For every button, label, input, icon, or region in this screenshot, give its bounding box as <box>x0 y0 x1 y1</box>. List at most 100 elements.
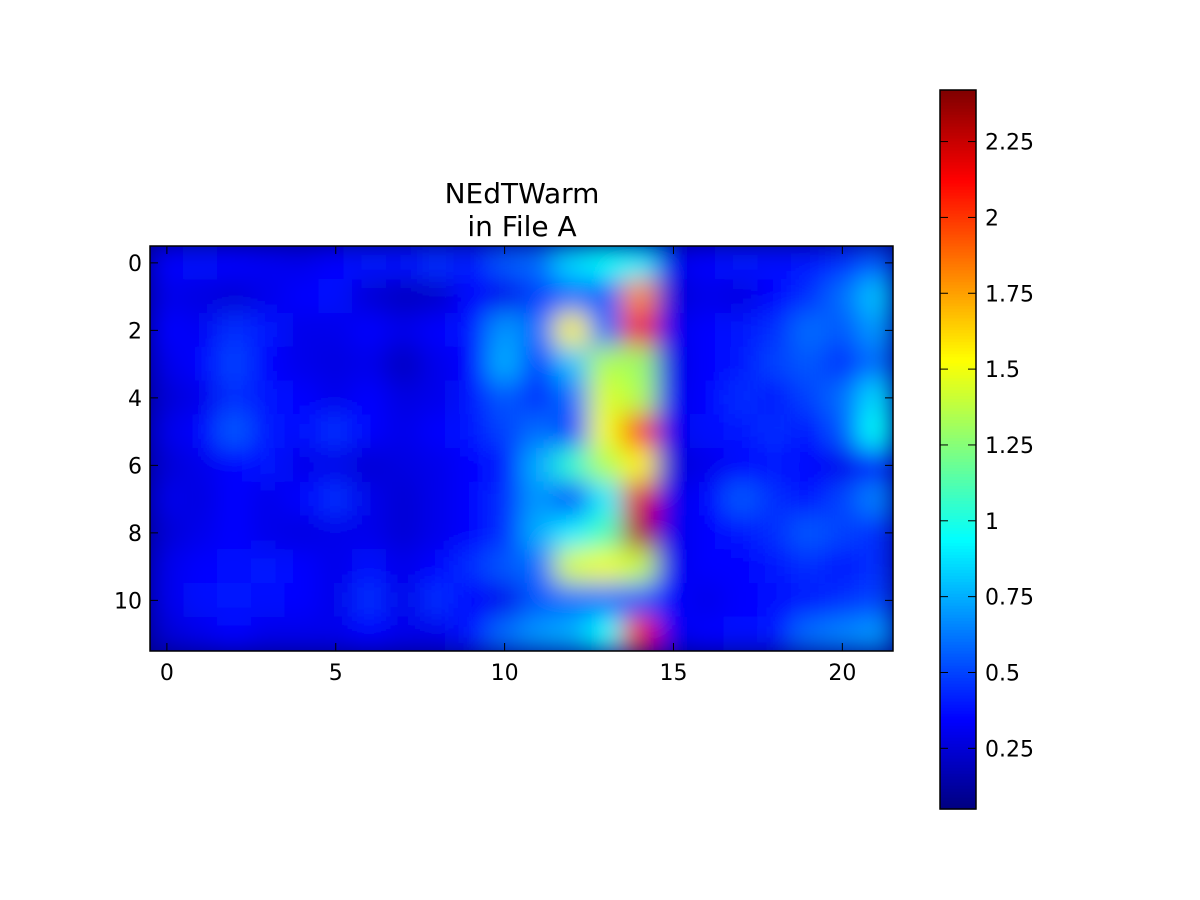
heatmap-cell <box>250 515 286 551</box>
colorbar-strip <box>940 311 976 316</box>
heatmap-cell <box>723 515 759 551</box>
heatmap-cell <box>419 313 455 348</box>
heatmap-cell <box>183 448 219 483</box>
colorbar-strip <box>940 110 976 115</box>
heatmap-cell <box>217 414 252 449</box>
colorbar-strip <box>940 281 976 286</box>
heatmap-cell <box>150 279 185 314</box>
heatmap-cell <box>824 346 860 382</box>
title-line-1: NEdTWarm <box>445 177 600 210</box>
heatmap-cell <box>656 549 691 584</box>
colorbar-strip <box>940 197 976 202</box>
colorbar-strip <box>940 134 976 139</box>
heatmap-cell <box>824 515 860 551</box>
heatmap-cell <box>622 414 658 449</box>
colorbar-strip <box>940 314 976 319</box>
colorbar-strip <box>940 647 976 651</box>
colorbar-strip <box>940 302 976 307</box>
heatmap-cell <box>554 448 590 483</box>
heatmap-cell <box>689 583 725 618</box>
y-axis: 0 2 4 6 8 10 <box>114 252 893 614</box>
colorbar-strip <box>940 128 976 133</box>
heatmap-cell <box>588 515 624 551</box>
title-line-2: in File A <box>467 210 576 243</box>
colorbar-strip <box>940 341 976 346</box>
heatmap-cell <box>419 583 455 618</box>
heatmap-cell <box>487 380 522 416</box>
heatmap-cell <box>284 481 320 517</box>
heatmap-cell <box>689 380 725 416</box>
colorbar-strip <box>940 578 976 582</box>
colorbar-strip <box>940 491 976 496</box>
heatmap-cell <box>352 481 387 517</box>
heatmap-cell <box>318 414 354 449</box>
colorbar-strip <box>940 107 976 112</box>
colorbar-strip <box>940 773 976 777</box>
heatmap-cell <box>352 515 387 551</box>
colorbar-strip <box>940 425 976 430</box>
colorbar-strip <box>940 569 976 573</box>
heatmap-cell <box>183 583 219 618</box>
colorbar-strip <box>940 317 976 322</box>
colorbar-strip <box>940 356 976 361</box>
colorbar-strip <box>940 446 976 451</box>
heatmap-cell <box>385 246 421 281</box>
heatmap-cell <box>385 346 421 382</box>
colorbar-strip <box>940 572 976 576</box>
colorbar-tick-label: 1.75 <box>985 282 1034 307</box>
colorbar-strip <box>940 566 976 570</box>
colorbar-strip <box>940 536 976 540</box>
heatmap-cell <box>824 279 860 314</box>
heatmap-cell <box>554 313 590 348</box>
heatmap-cell <box>250 380 286 416</box>
colorbar-strip <box>940 779 976 783</box>
heatmap-cell <box>723 279 759 314</box>
heatmap-cell <box>150 414 185 449</box>
heatmap-cell <box>757 448 793 483</box>
colorbar-strip <box>940 167 976 172</box>
heatmap-cell <box>385 414 421 449</box>
heatmap-cell <box>858 549 893 584</box>
plot-frame <box>149 245 894 652</box>
heatmap-cell <box>453 246 489 281</box>
heatmap-cell <box>656 346 691 382</box>
heatmap-cell <box>150 481 185 517</box>
colorbar-strip <box>940 389 976 394</box>
heatmap-cell <box>757 279 793 314</box>
colorbar-strip <box>940 752 976 756</box>
y-tick-label: 8 <box>128 522 142 547</box>
heatmap-cell <box>385 515 421 551</box>
heatmap-cell <box>791 481 826 517</box>
colorbar-strip <box>940 470 976 475</box>
x-tick-label: 20 <box>828 661 856 686</box>
colorbar-strip <box>940 740 976 744</box>
colorbar-strip <box>940 416 976 421</box>
colorbar-strip <box>940 734 976 738</box>
colorbar-strip <box>940 95 976 100</box>
heatmap-cell <box>183 246 219 281</box>
heatmap-cell <box>689 279 725 314</box>
heatmap-cell <box>791 346 826 382</box>
heatmap-cell <box>521 583 556 618</box>
colorbar-strip <box>940 287 976 292</box>
heatmap-cell <box>183 346 219 382</box>
colorbar-strip <box>940 119 976 124</box>
heatmap-cell <box>217 279 252 314</box>
heatmap-cell <box>217 380 252 416</box>
heatmap-cell <box>757 549 793 584</box>
heatmap-cell <box>588 246 624 281</box>
heatmap-cell <box>689 313 725 348</box>
heatmap-cell <box>656 279 691 314</box>
heatmap-cell <box>588 414 624 449</box>
colorbar-strip <box>940 791 976 795</box>
heatmap-cell <box>521 246 556 281</box>
colorbar-strip <box>940 383 976 388</box>
colorbar-strip <box>940 194 976 199</box>
colorbar-strip <box>940 290 976 295</box>
heatmap-cell <box>217 583 252 618</box>
colorbar-strip <box>940 419 976 424</box>
colorbar-strip <box>940 767 976 771</box>
heatmap-cell <box>318 481 354 517</box>
colorbar-strip <box>940 506 976 511</box>
